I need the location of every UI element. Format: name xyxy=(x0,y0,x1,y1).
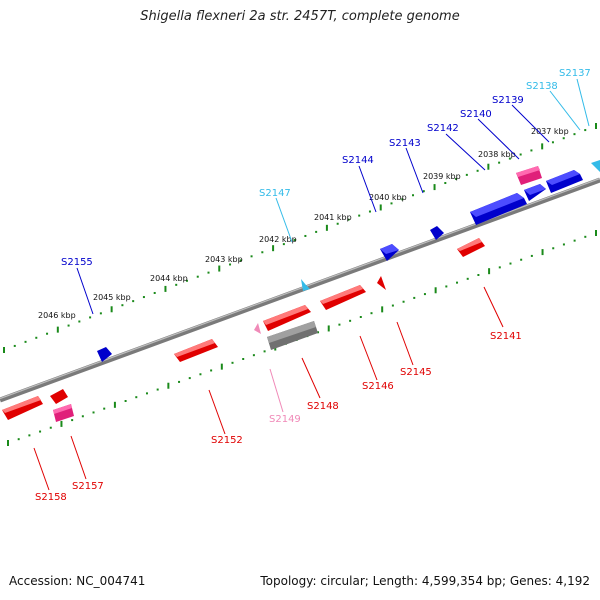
gene-arrow-s2142-top xyxy=(470,193,524,217)
leader-s2138 xyxy=(549,90,581,131)
gene-label-s2158[interactable]: S2158 xyxy=(35,492,67,503)
tick-label-2042: 2042 kbp xyxy=(259,235,297,244)
top-ruler xyxy=(3,123,597,353)
leader-s2139 xyxy=(511,104,550,143)
gene-label-s2142[interactable]: S2142 xyxy=(427,123,459,134)
leader-s2146 xyxy=(359,335,378,381)
leader-s2141 xyxy=(483,286,504,328)
gene-box-pink-top xyxy=(516,166,540,177)
leader-lines xyxy=(33,78,590,491)
gene-label-s2155[interactable]: S2155 xyxy=(61,257,93,268)
tick-label-2046: 2046 kbp xyxy=(38,311,76,320)
gene-arrow-s2146-top xyxy=(320,285,363,304)
gene-arrow-s2139-top xyxy=(546,170,580,185)
leader-s2152 xyxy=(208,389,226,435)
gene-arrow-s2140-top xyxy=(524,184,546,195)
gene-label-s2140[interactable]: S2140 xyxy=(460,109,492,120)
leader-s2148 xyxy=(301,357,321,399)
leader-s2158 xyxy=(33,447,50,491)
gene-label-s2152[interactable]: S2152 xyxy=(211,435,243,446)
tick-labels: 2037 kbp 2038 kbp 2039 kbp 2040 kbp 2041… xyxy=(38,127,569,320)
gene-arrow-s2141-top xyxy=(457,238,482,251)
tick-label-2037: 2037 kbp xyxy=(531,127,569,136)
gene-arrow-s2145[interactable] xyxy=(377,276,386,290)
leader-s2149 xyxy=(269,368,284,413)
gene-label-s2148[interactable]: S2148 xyxy=(307,401,339,412)
leader-s2147 xyxy=(275,197,293,243)
tick-label-2045: 2045 kbp xyxy=(93,293,131,302)
gene-arrow-s2158-top xyxy=(2,396,41,413)
genome-backbone xyxy=(0,177,600,403)
gene-arrow-s2137[interactable] xyxy=(591,160,600,172)
leader-s2157 xyxy=(70,435,87,480)
leader-s2142 xyxy=(445,133,486,171)
gene-arrow-s2147[interactable] xyxy=(301,279,310,291)
accession-text: Accession: NC_004741 xyxy=(9,574,146,588)
tick-label-2041: 2041 kbp xyxy=(314,213,352,222)
gene-label-s2147[interactable]: S2147 xyxy=(259,188,291,199)
gene-arrow-s2143[interactable] xyxy=(430,226,444,240)
gene-arrow-s2157-red[interactable] xyxy=(50,389,68,404)
tick-label-2040: 2040 kbp xyxy=(369,193,407,202)
gene-arrow-s2152-top xyxy=(174,339,215,357)
gene-arrow-s2144-top xyxy=(380,244,399,254)
gene-arrow-s2155[interactable] xyxy=(97,347,112,362)
gene-label-s2144[interactable]: S2144 xyxy=(342,155,374,166)
gene-label-s2157[interactable]: S2157 xyxy=(72,481,104,492)
gene-label-s2138[interactable]: S2138 xyxy=(526,81,558,92)
gene-label-s2137[interactable]: S2137 xyxy=(559,68,591,79)
gene-box-grey-top xyxy=(267,321,316,343)
genome-summary-text: Topology: circular; Length: 4,599,354 bp… xyxy=(260,574,590,588)
leader-s2140 xyxy=(477,118,520,160)
tick-label-2043: 2043 kbp xyxy=(205,255,243,264)
gene-label-s2146[interactable]: S2146 xyxy=(362,381,394,392)
gene-arrow-s2149[interactable] xyxy=(254,323,261,334)
gene-label-s2145[interactable]: S2145 xyxy=(400,367,432,378)
gene-labels: S2137 S2138 S2139 S2140 S2142 S2143 S214… xyxy=(35,68,591,503)
tick-label-2039: 2039 kbp xyxy=(423,172,461,181)
gene-box-s2157-top xyxy=(53,404,72,414)
gene-label-s2139[interactable]: S2139 xyxy=(492,95,524,106)
tick-label-2038: 2038 kbp xyxy=(478,150,516,159)
forward-strand-genes xyxy=(97,160,600,362)
leader-s2155 xyxy=(76,267,94,315)
tick-label-2044: 2044 kbp xyxy=(150,274,188,283)
map-title: Shigella flexneri 2a str. 2457T, complet… xyxy=(140,9,460,24)
gene-label-s2143[interactable]: S2143 xyxy=(389,138,421,149)
genome-backbone-highlight xyxy=(0,177,600,400)
gene-label-s2141[interactable]: S2141 xyxy=(490,331,522,342)
leader-s2137 xyxy=(576,78,590,127)
leader-s2144 xyxy=(358,165,377,213)
gene-label-s2149[interactable]: S2149 xyxy=(269,414,301,425)
leader-s2143 xyxy=(405,147,424,194)
leader-s2145 xyxy=(396,321,414,366)
reverse-strand-genes xyxy=(2,238,485,422)
gene-arrow-s2148-top xyxy=(263,305,308,325)
